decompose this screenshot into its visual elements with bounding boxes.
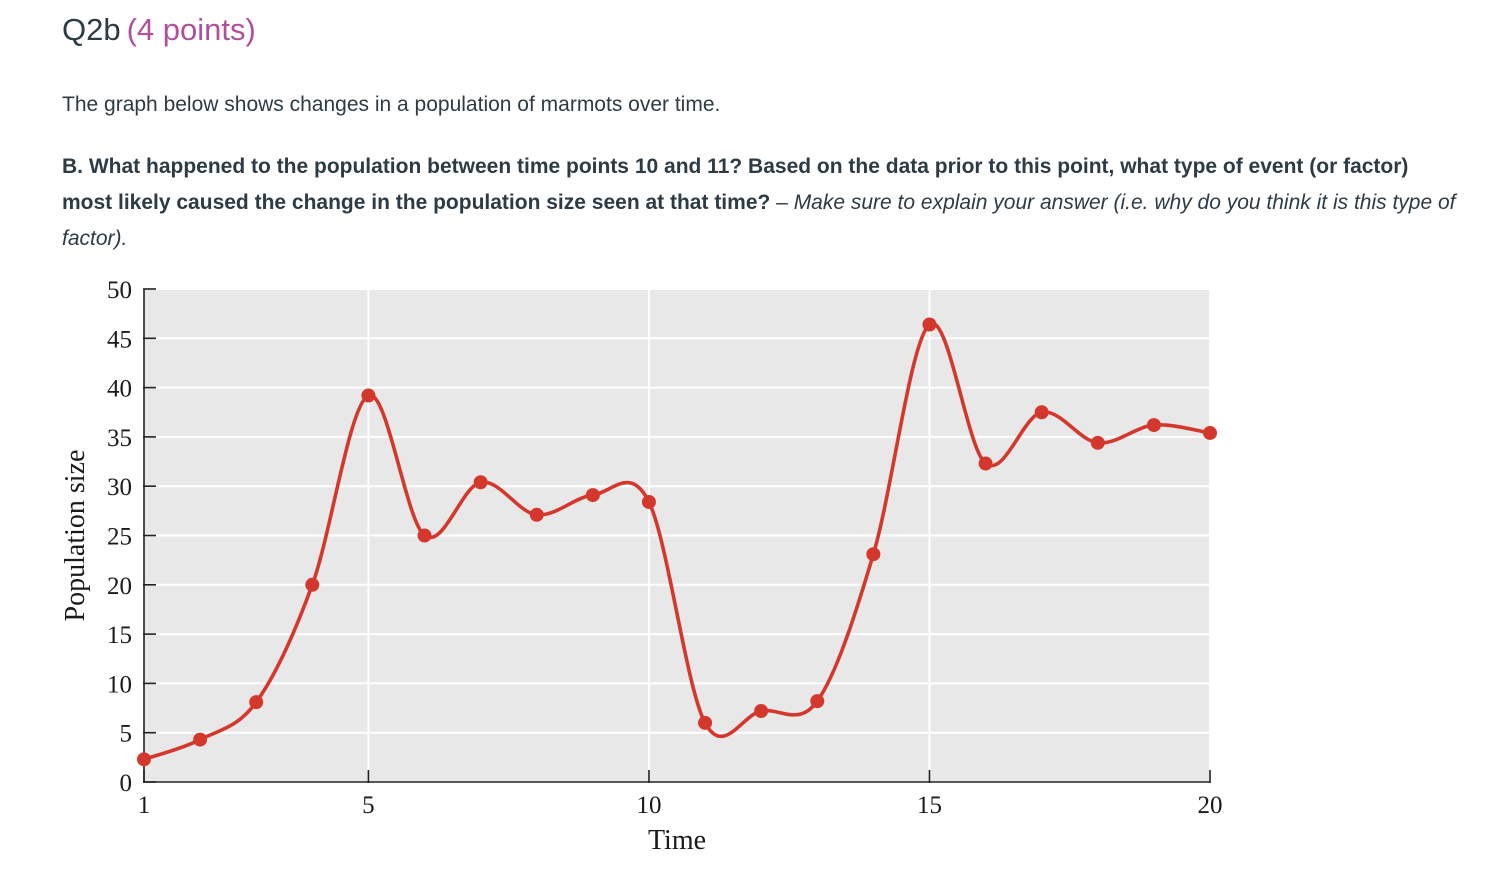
x-axis-label: Time bbox=[648, 825, 706, 856]
y-axis-label: Population size bbox=[60, 450, 91, 622]
y-tick-label-25: 25 bbox=[107, 524, 132, 551]
data-point-t6 bbox=[417, 528, 432, 543]
y-tick-label-30: 30 bbox=[107, 474, 132, 501]
data-point-t5 bbox=[361, 388, 376, 403]
y-tick-label-20: 20 bbox=[107, 573, 132, 600]
x-tick-label-20: 20 bbox=[1198, 792, 1223, 819]
question-points: (4 points) bbox=[126, 12, 256, 47]
y-tick-label-0: 0 bbox=[120, 770, 133, 797]
question-intro: The graph below shows changes in a popul… bbox=[62, 93, 721, 116]
question-label: Q2b bbox=[62, 12, 121, 47]
question-prompt-dash: – bbox=[770, 191, 794, 214]
data-point-t20 bbox=[1203, 425, 1217, 440]
question-header: Q2b (4 points) bbox=[62, 10, 256, 50]
data-point-t12 bbox=[754, 704, 769, 719]
y-tick-label-5: 5 bbox=[120, 721, 133, 748]
data-point-t1 bbox=[137, 752, 151, 767]
data-point-t3 bbox=[249, 695, 264, 710]
data-point-t17 bbox=[1034, 405, 1049, 420]
grid-lines bbox=[144, 288, 1211, 782]
y-tick-label-45: 45 bbox=[107, 326, 132, 353]
data-point-t4 bbox=[305, 577, 320, 592]
y-tick-label-10: 10 bbox=[107, 671, 132, 698]
data-point-t10 bbox=[641, 494, 656, 509]
data-point-t14 bbox=[866, 547, 881, 562]
question-prompt-italic: Make sure to explain your answer (i.e. w… bbox=[62, 191, 1456, 250]
x-tick-label-10: 10 bbox=[636, 792, 661, 819]
y-tick-label-15: 15 bbox=[107, 622, 132, 649]
data-point-t11 bbox=[698, 715, 713, 730]
data-point-t2 bbox=[193, 732, 208, 747]
data-point-t9 bbox=[585, 488, 600, 503]
data-point-t13 bbox=[810, 694, 825, 709]
data-point-t19 bbox=[1146, 418, 1161, 433]
y-tick-label-40: 40 bbox=[107, 376, 132, 403]
data-point-t8 bbox=[529, 507, 544, 522]
y-tick-label-50: 50 bbox=[107, 277, 132, 304]
data-point-t7 bbox=[473, 475, 488, 490]
series-line bbox=[142, 321, 1212, 762]
series-population bbox=[137, 317, 1217, 767]
x-tick-label-1: 1 bbox=[138, 792, 151, 819]
y-tick-label-35: 35 bbox=[107, 425, 132, 452]
x-tick-label-15: 15 bbox=[917, 792, 942, 819]
data-point-t18 bbox=[1090, 435, 1105, 450]
question-prompt: B. What happened to the population betwe… bbox=[62, 149, 1462, 257]
data-point-t16 bbox=[978, 456, 993, 471]
data-point-t15 bbox=[922, 317, 937, 332]
question-prompt-bold: B. What happened to the population betwe… bbox=[62, 155, 1409, 214]
x-tick-label-5: 5 bbox=[362, 792, 375, 819]
